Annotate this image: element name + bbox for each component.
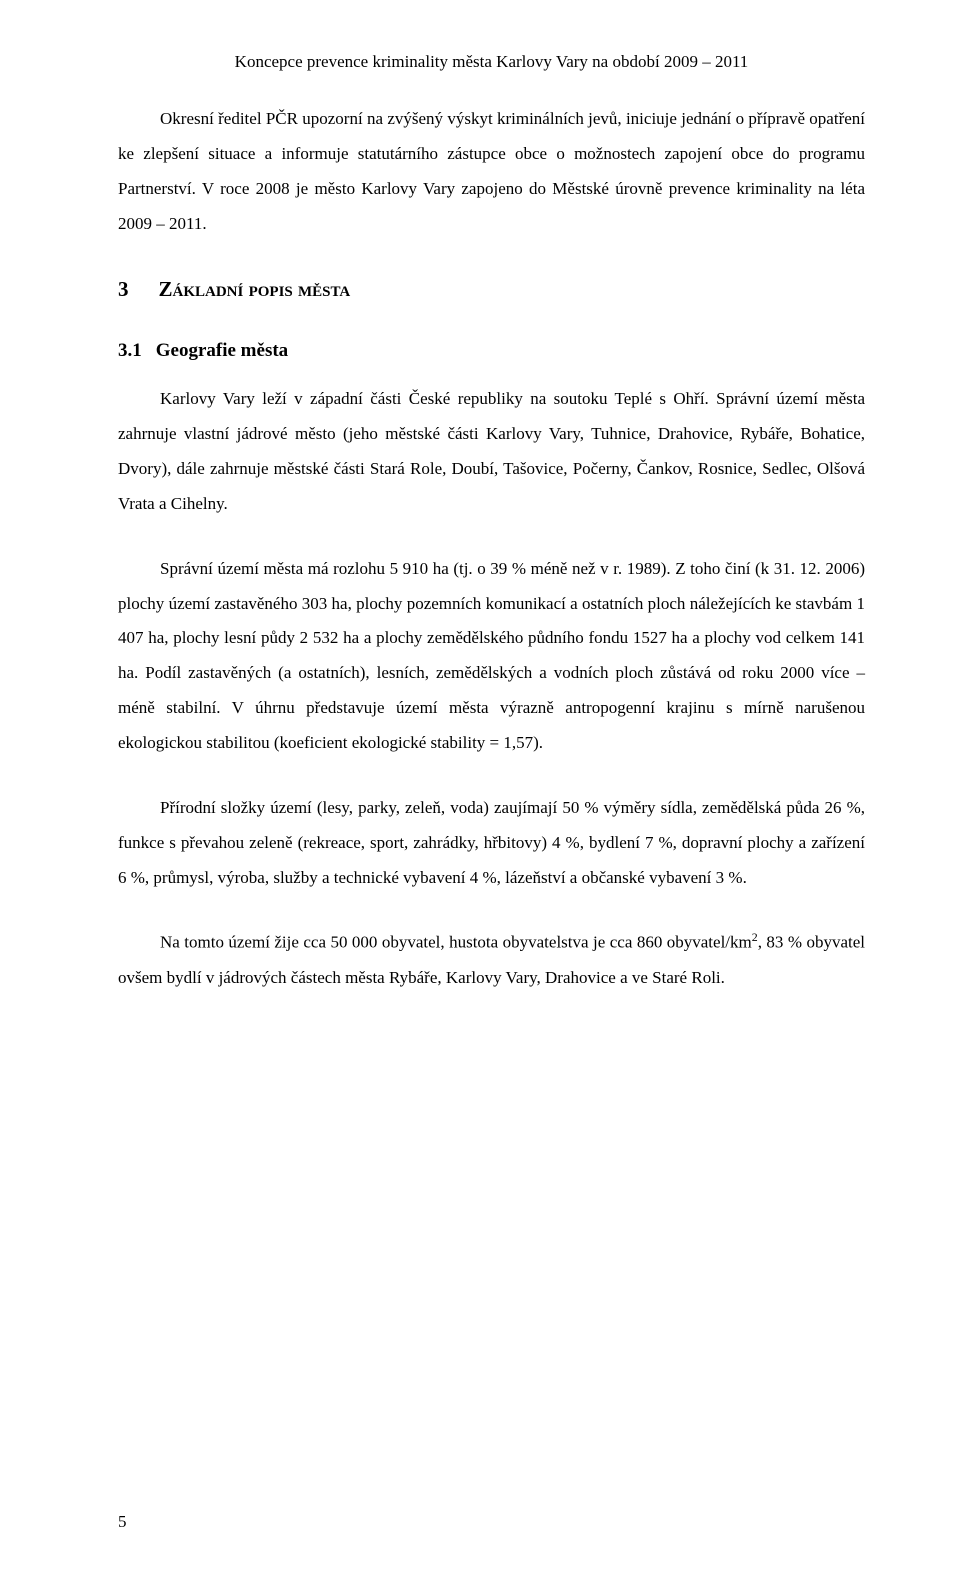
paragraph-geography-2: Správní území města má rozlohu 5 910 ha …: [118, 552, 865, 761]
heading-2-number: 3.1: [118, 340, 142, 362]
p5-part-a: Na tomto území žije cca 50 000 obyvatel,…: [160, 933, 752, 952]
heading-level-1: 3 Základní popis města: [118, 277, 865, 302]
paragraph-geography-1: Karlovy Vary leží v západní části České …: [118, 382, 865, 521]
heading-2-text: Geografie města: [156, 340, 288, 361]
heading-level-2: 3.1 Geografie města: [118, 340, 865, 362]
paragraph-geography-4: Na tomto území žije cca 50 000 obyvatel,…: [118, 925, 865, 995]
paragraph-intro: Okresní ředitel PČR upozorní na zvýšený …: [118, 102, 865, 241]
heading-1-number: 3: [118, 277, 129, 302]
document-header: Koncepce prevence kriminality města Karl…: [118, 52, 865, 72]
heading-1-text: Základní popis města: [159, 277, 351, 301]
paragraph-geography-3: Přírodní složky území (lesy, parky, zele…: [118, 791, 865, 896]
page-number: 5: [118, 1512, 127, 1532]
